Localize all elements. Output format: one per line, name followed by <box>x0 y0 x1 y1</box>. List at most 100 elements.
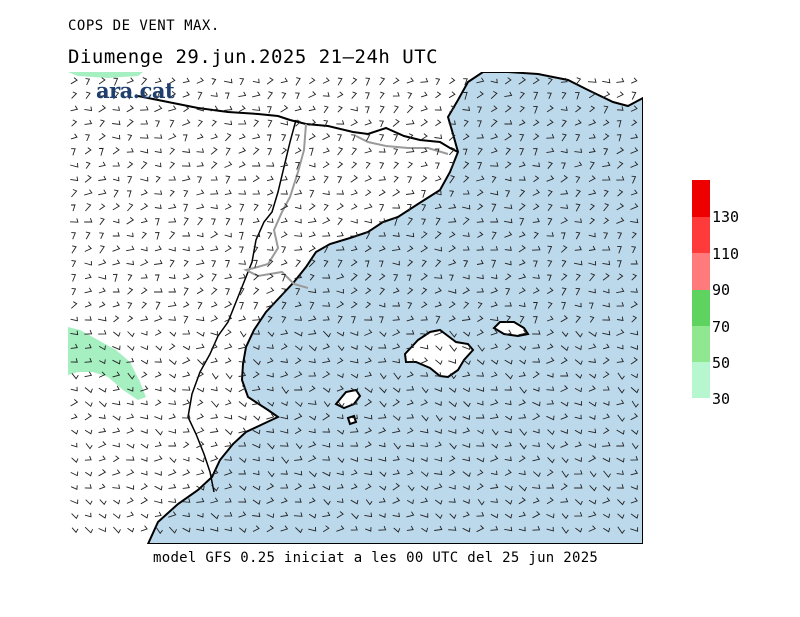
wind-barb <box>280 120 289 126</box>
wind-barb <box>238 427 247 434</box>
wind-barb <box>435 259 442 268</box>
legend-label-90: 90 <box>712 281 731 299</box>
wind-barb <box>252 371 260 379</box>
wind-barb <box>533 91 539 100</box>
wind-barb <box>420 372 429 377</box>
wind-barb <box>183 301 190 308</box>
wind-barb <box>85 78 91 86</box>
wind-barb <box>546 386 555 391</box>
wind-barb <box>295 287 301 296</box>
wind-barb <box>280 231 288 238</box>
wind-barb <box>238 470 247 475</box>
wind-barb <box>575 315 581 323</box>
wind-barb <box>224 92 230 100</box>
wind-barb <box>420 105 428 112</box>
wind-barb <box>295 134 300 142</box>
wind-barb <box>182 399 191 406</box>
wind-barb <box>266 456 275 462</box>
wind-barb <box>547 343 554 350</box>
wind-barb <box>504 329 512 336</box>
wind-barb <box>532 358 541 363</box>
wind-barb <box>476 387 485 392</box>
wind-barb <box>140 203 149 211</box>
wind-barb <box>266 273 274 280</box>
wind-barb <box>224 161 233 168</box>
wind-barb <box>98 469 107 477</box>
island-eivissa <box>334 388 362 410</box>
wind-barb <box>154 162 162 168</box>
wind-barb <box>168 301 177 308</box>
wind-barb <box>210 427 219 433</box>
wind-barb <box>238 401 247 408</box>
wind-barb <box>182 357 191 365</box>
wind-barb <box>252 443 261 449</box>
wind-barb <box>392 399 400 407</box>
wind-barb <box>294 386 303 391</box>
wind-barb <box>561 457 569 464</box>
wind-barb <box>379 373 387 380</box>
wind-barb <box>616 484 624 489</box>
wind-barb <box>197 91 203 100</box>
wind-barb <box>294 371 303 379</box>
wind-barb <box>631 175 637 184</box>
wind-barb <box>365 189 372 197</box>
wind-barb <box>140 400 148 406</box>
wind-barb <box>504 400 512 406</box>
wind-barb <box>197 359 205 366</box>
wind-barb <box>322 371 331 379</box>
wind-barb <box>182 427 190 433</box>
wind-barb <box>196 387 205 393</box>
wind-barb <box>224 301 233 309</box>
wind-barb <box>267 259 274 268</box>
wind-barb <box>603 203 610 212</box>
wind-barb <box>546 105 554 113</box>
wind-barb <box>182 527 191 533</box>
wind-barb <box>127 345 135 352</box>
wind-barb <box>99 147 104 156</box>
wind-barb <box>196 343 205 350</box>
wind-barb <box>295 119 302 127</box>
wind-barb <box>126 400 134 406</box>
wind-barb <box>127 203 134 212</box>
wind-barb <box>210 386 218 392</box>
wind-barb <box>127 387 134 392</box>
wind-barb <box>392 189 401 197</box>
wind-barb <box>224 273 233 280</box>
wind-barb <box>84 526 94 534</box>
wind-barb <box>224 456 233 461</box>
wind-barb <box>196 413 204 420</box>
wind-barb <box>518 484 527 492</box>
wind-barb <box>112 245 121 252</box>
wind-barb <box>182 134 188 142</box>
wind-barb <box>533 471 541 478</box>
wind-barb <box>112 218 120 224</box>
wind-barb <box>84 260 92 266</box>
wind-barb <box>308 372 317 377</box>
wind-barb <box>239 77 245 86</box>
wind-barb <box>449 274 454 281</box>
wind-barb <box>140 105 149 111</box>
wind-barb <box>281 456 289 464</box>
wind-barb <box>449 469 456 476</box>
wind-barb <box>294 455 303 461</box>
wind-barb <box>225 175 231 184</box>
wind-barb <box>71 232 76 240</box>
wind-barb <box>351 161 358 169</box>
wind-barb <box>224 315 233 323</box>
wind-barb <box>183 287 189 296</box>
wind-barb <box>322 274 331 279</box>
wind-barb <box>420 133 428 141</box>
wind-barb <box>616 316 624 322</box>
wind-barb <box>295 401 303 408</box>
wind-barb <box>462 511 470 518</box>
wind-barb <box>126 413 135 420</box>
wind-barb <box>406 343 415 350</box>
wind-barb <box>140 483 148 491</box>
wind-barb <box>365 92 370 100</box>
wind-barb <box>182 91 190 98</box>
wind-barb <box>126 119 134 127</box>
wind-barb <box>127 302 133 309</box>
wind-barb <box>546 175 555 182</box>
wind-barb <box>434 470 443 476</box>
wind-barb <box>448 289 457 294</box>
